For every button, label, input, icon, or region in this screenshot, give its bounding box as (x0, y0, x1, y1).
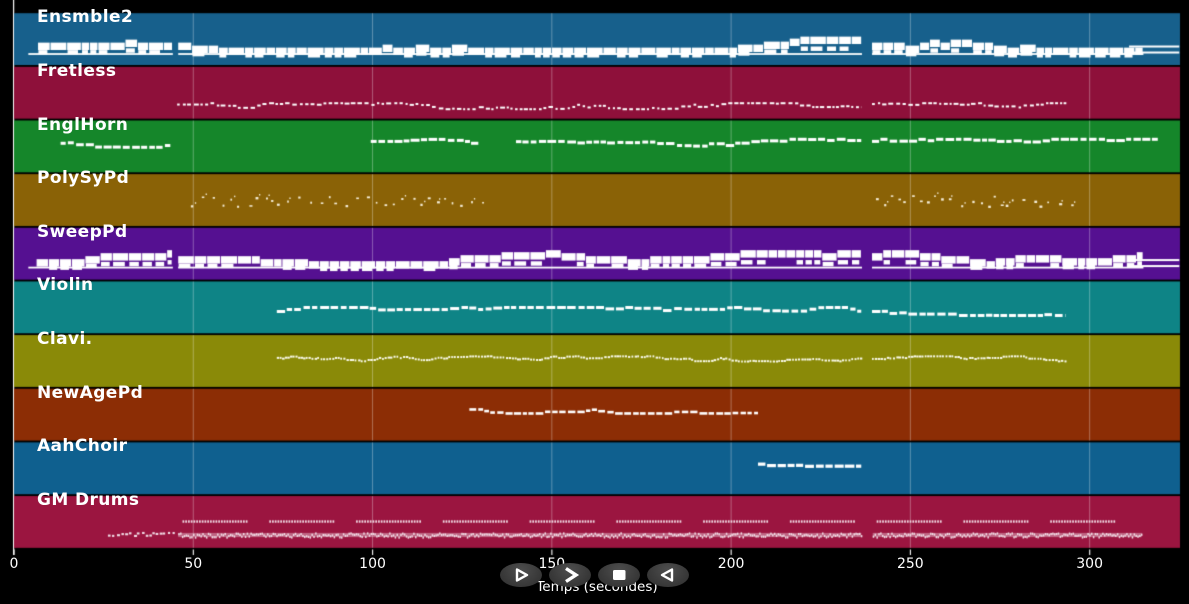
x-tick-label-200: 200 (717, 556, 745, 572)
track-label-aahchoir: AahChoir (37, 436, 128, 457)
fast-forward-button[interactable] (549, 563, 591, 587)
track-label-fretless: Fretless (37, 60, 117, 81)
stop-button[interactable] (598, 563, 640, 587)
track-label-sweeppd: SweepPd (37, 221, 128, 242)
play-button[interactable] (500, 563, 542, 587)
track-label-clavi-: Clavi. (37, 329, 93, 350)
play-icon (509, 567, 533, 583)
x-tick-label-300: 300 (1076, 556, 1104, 572)
track-label-polysypd: PolySyPd (37, 168, 130, 189)
track-label-englhorn: EnglHorn (37, 114, 129, 135)
fast-forward-icon (558, 567, 582, 583)
rewind-icon (656, 567, 680, 583)
track-label-ensmble2: Ensmble2 (37, 7, 134, 28)
x-tick-label-50: 50 (184, 556, 203, 572)
track-label-gm-drums: GM Drums (37, 490, 140, 511)
x-tick-label-100: 100 (359, 556, 386, 572)
x-tick-label-0: 0 (9, 556, 19, 572)
rewind-button[interactable] (647, 563, 689, 587)
x-tick-label-250: 250 (896, 556, 924, 572)
track-label-violin: Violin (37, 275, 94, 296)
track-label-newagepd: NewAgePd (37, 382, 144, 403)
stop-icon (607, 567, 631, 583)
